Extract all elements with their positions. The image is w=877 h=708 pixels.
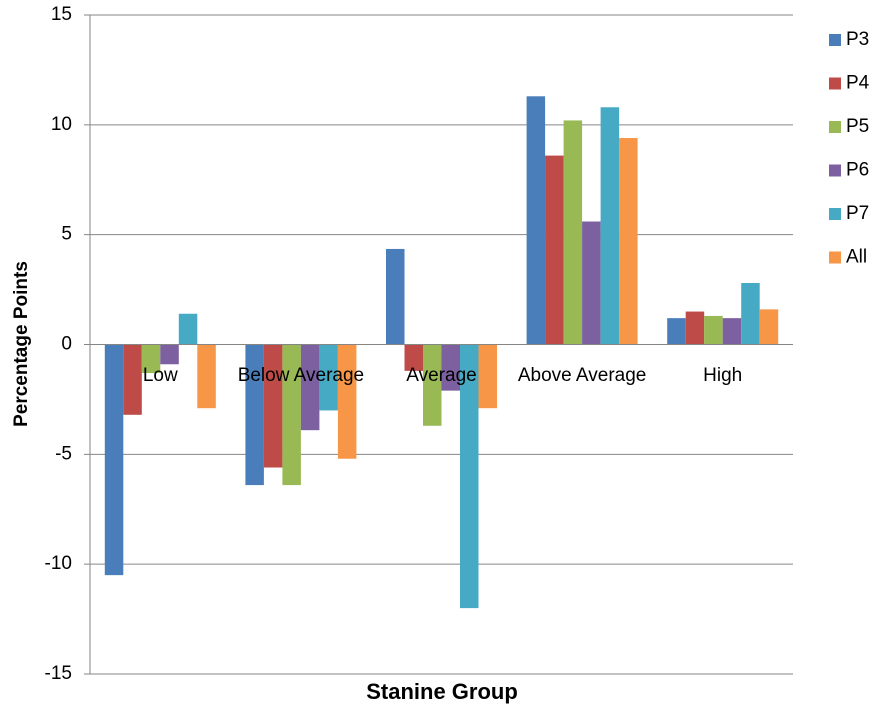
bar: [704, 315, 723, 345]
x-tick-label: Above Average: [517, 364, 647, 386]
legend-label: All: [846, 247, 867, 268]
legend-label: P6: [846, 160, 869, 181]
legend-swatch: [829, 251, 841, 264]
bar: [104, 344, 124, 576]
bar: [423, 344, 442, 426]
y-tick-label: -15: [45, 663, 72, 684]
bar: [526, 96, 546, 345]
bar: [337, 344, 357, 459]
bar: [460, 344, 479, 609]
bar: [582, 221, 601, 345]
bar: [404, 344, 423, 371]
legend-swatch: [829, 208, 841, 220]
y-tick-label: 15: [51, 4, 72, 25]
bar: [619, 138, 638, 345]
legend-swatch: [829, 121, 841, 133]
bar: [386, 248, 405, 345]
legend-label: P4: [846, 73, 870, 94]
y-tick-label: 5: [61, 224, 72, 245]
bar: [160, 344, 179, 365]
x-axis-title: Stanine Group: [366, 679, 518, 704]
bar: [478, 344, 497, 409]
bar: [141, 344, 161, 374]
x-tick-label: Average: [406, 364, 477, 386]
bar: [741, 282, 760, 345]
bar: [545, 155, 564, 345]
bar: [197, 344, 216, 409]
x-tick-label: Low: [142, 364, 178, 386]
legend-swatch: [829, 164, 841, 177]
bar: [722, 318, 742, 345]
bar: [178, 313, 198, 345]
bar: [563, 120, 583, 345]
legend-label: P7: [846, 203, 869, 224]
bar: [441, 344, 460, 391]
x-tick-label: Below Average: [237, 364, 365, 386]
bar: [667, 318, 686, 345]
y-tick-label: -10: [45, 553, 72, 574]
bar: [300, 344, 320, 431]
y-tick-label: 10: [51, 114, 72, 135]
legend-swatch: [829, 34, 841, 46]
y-tick-label: 0: [61, 334, 72, 355]
legend-label: P3: [846, 29, 869, 50]
bar: [282, 344, 301, 486]
bar: [685, 311, 705, 345]
legend-swatch: [829, 77, 841, 90]
x-tick-label: High: [703, 364, 743, 386]
bar: [600, 107, 620, 345]
bar: [319, 344, 338, 411]
bar: [245, 344, 264, 486]
bar: [263, 344, 283, 468]
bar: [759, 309, 779, 345]
legend-label: P5: [846, 116, 869, 137]
y-tick-label: -5: [55, 443, 72, 464]
y-axis-title: Percentage Points: [11, 261, 32, 427]
bar: [123, 344, 142, 415]
